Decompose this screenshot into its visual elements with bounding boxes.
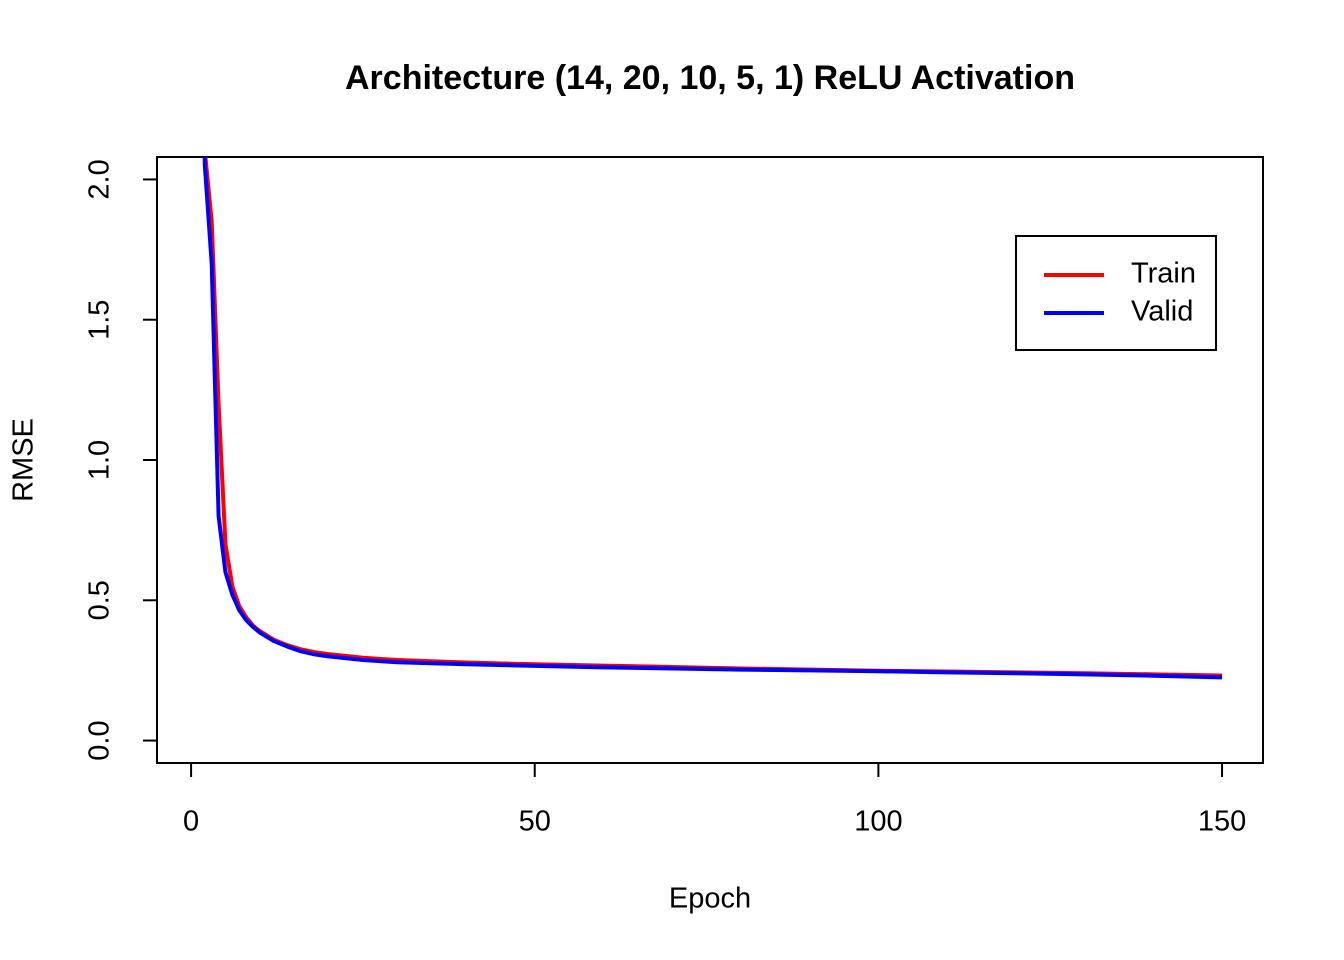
legend-label: Valid (1131, 296, 1193, 328)
plot-area (202, 157, 1223, 680)
legend-label: Train (1131, 258, 1196, 290)
y-tick-label: 2.0 (84, 159, 116, 199)
legend-box (1015, 235, 1217, 351)
chart-title: Architecture (14, 20, 10, 5, 1) ReLU Act… (345, 59, 1075, 97)
x-tick-label: 100 (854, 806, 902, 838)
y-tick-label: 1.5 (84, 300, 116, 340)
x-tick-label: 50 (519, 806, 551, 838)
y-tick-label: 0.5 (84, 580, 116, 620)
x-tick-label: 150 (1198, 806, 1246, 838)
y-tick-label: 1.0 (84, 440, 116, 480)
x-axis-label: Epoch (669, 883, 751, 915)
y-axis-label: RMSE (8, 418, 40, 502)
y-tick-label: 0.0 (84, 720, 116, 760)
series-line (202, 157, 1223, 680)
x-tick-label: 0 (183, 806, 199, 838)
